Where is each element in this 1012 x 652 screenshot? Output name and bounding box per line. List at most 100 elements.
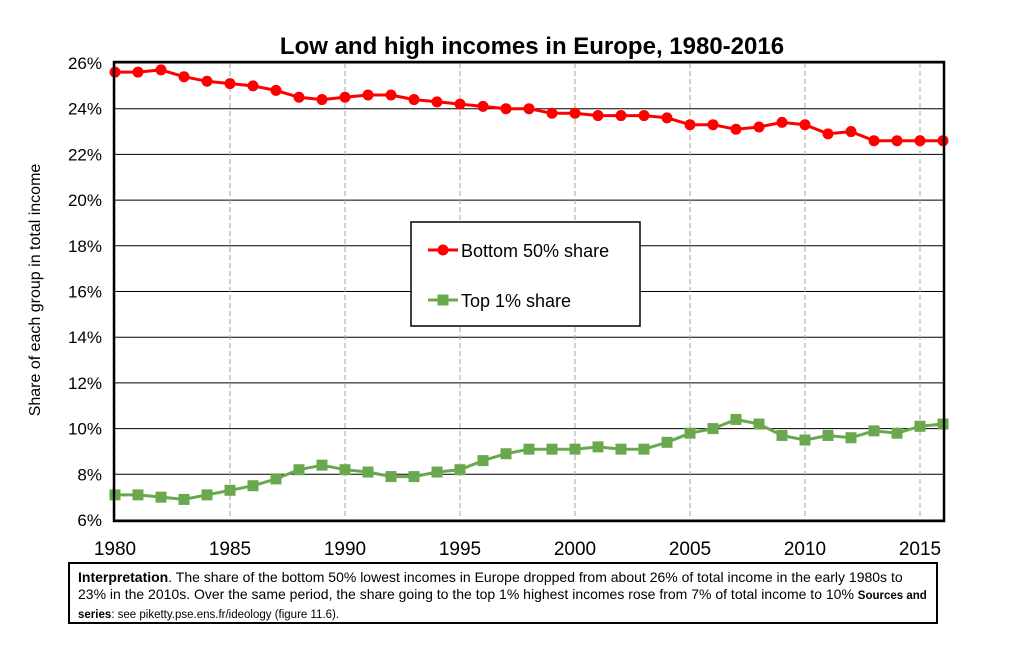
- data-point: [753, 121, 765, 133]
- data-point: [638, 443, 650, 455]
- legend: Bottom 50% share Top 1% share: [410, 221, 641, 327]
- data-point: [408, 94, 420, 106]
- data-point: [914, 420, 926, 432]
- x-tick-label: 2015: [899, 539, 941, 560]
- data-point: [799, 434, 811, 446]
- data-point: [339, 464, 351, 476]
- data-point: [431, 466, 443, 478]
- chart: Low and high incomes in Europe, 1980-201…: [27, 33, 949, 560]
- data-point: [247, 480, 259, 492]
- x-tick-label: 1995: [439, 539, 481, 560]
- data-point: [454, 464, 466, 476]
- data-point: [638, 110, 650, 122]
- y-tick-labels: 6% 8% 10% 12% 14% 16% 18% 20% 22% 24% 26%: [68, 54, 102, 530]
- data-point: [730, 413, 742, 425]
- data-point: [500, 103, 512, 115]
- data-point: [776, 429, 788, 441]
- y-tick-label: 10%: [68, 420, 102, 439]
- data-point: [684, 119, 696, 131]
- series-top1: [109, 413, 949, 505]
- x-tick-label: 2010: [784, 539, 826, 560]
- data-point: [845, 432, 857, 444]
- series-line: [115, 418, 944, 501]
- sources-label: Sources and series: [78, 590, 927, 621]
- y-tick-label: 22%: [68, 145, 102, 164]
- legend-marker-bottom50: [437, 244, 449, 256]
- data-point: [546, 107, 558, 119]
- data-point: [891, 135, 903, 147]
- data-point: [224, 78, 236, 90]
- data-point: [224, 484, 236, 496]
- legend-label-bottom50: Bottom 50% share: [461, 241, 609, 261]
- legend-label-top1: Top 1% share: [461, 291, 571, 311]
- data-point: [339, 91, 351, 103]
- x-tick-label: 1985: [209, 539, 251, 560]
- data-point: [730, 123, 742, 135]
- data-point: [132, 489, 144, 501]
- data-point: [270, 84, 282, 96]
- y-tick-label: 18%: [68, 237, 102, 256]
- data-point: [868, 135, 880, 147]
- y-tick-label: 26%: [68, 54, 102, 73]
- data-point: [569, 107, 581, 119]
- y-tick-label: 20%: [68, 191, 102, 210]
- data-point: [362, 466, 374, 478]
- data-point: [454, 98, 466, 110]
- data-point: [845, 126, 857, 138]
- data-point: [477, 455, 489, 467]
- plot-frame: [112, 60, 946, 523]
- data-point: [822, 128, 834, 140]
- series-bottom50: [109, 64, 949, 147]
- data-point: [592, 441, 604, 453]
- legend-box: [410, 221, 641, 327]
- data-point: [178, 493, 190, 505]
- data-point: [707, 119, 719, 131]
- data-point: [592, 110, 604, 122]
- data-point: [155, 64, 167, 76]
- data-point: [546, 443, 558, 455]
- interpretation-text: . The share of the bottom 50% lowest inc…: [78, 569, 903, 602]
- data-point: [247, 80, 259, 92]
- data-point: [201, 489, 213, 501]
- legend-marker-top1: [437, 294, 449, 306]
- data-point: [132, 66, 144, 78]
- chart-title: Low and high incomes in Europe, 1980-201…: [280, 33, 784, 60]
- data-point: [408, 471, 420, 483]
- data-point: [523, 103, 535, 115]
- sources-text: : see piketty.pse.ens.fr/ideology (figur…: [111, 609, 340, 621]
- data-point: [155, 491, 167, 503]
- data-point: [385, 89, 397, 101]
- data-point: [661, 112, 673, 124]
- data-point: [178, 71, 190, 83]
- data-point: [914, 135, 926, 147]
- y-tick-label: 24%: [68, 100, 102, 119]
- interpretation-label: Interpretation: [78, 569, 169, 585]
- y-tick-label: 12%: [68, 374, 102, 393]
- interpretation-box: Interpretation. The share of the bottom …: [68, 562, 938, 624]
- data-point: [316, 459, 328, 471]
- data-point: [615, 443, 627, 455]
- data-point: [293, 91, 305, 103]
- data-point: [684, 427, 696, 439]
- data-point: [201, 75, 213, 87]
- data-point: [615, 110, 627, 122]
- x-tick-label: 2000: [554, 539, 596, 560]
- data-point: [569, 443, 581, 455]
- data-point: [431, 96, 443, 108]
- y-tick-label: 16%: [68, 283, 102, 302]
- data-point: [753, 418, 765, 430]
- data-point: [661, 436, 673, 448]
- data-point: [316, 94, 328, 106]
- data-point: [868, 425, 880, 437]
- data-point: [500, 448, 512, 460]
- data-point: [891, 427, 903, 439]
- y-tick-label: 14%: [68, 328, 102, 347]
- data-point: [477, 100, 489, 112]
- data-point: [707, 423, 719, 435]
- legend-item-top1: Top 1% share: [428, 291, 571, 311]
- data-point: [523, 443, 535, 455]
- y-axis-label: Share of each group in total income: [27, 164, 44, 417]
- data-point: [270, 473, 282, 485]
- x-tick-label: 2005: [669, 539, 711, 560]
- x-tick-labels: 1980 1985 1990 1995 2000 2005 2010 2015: [94, 539, 941, 560]
